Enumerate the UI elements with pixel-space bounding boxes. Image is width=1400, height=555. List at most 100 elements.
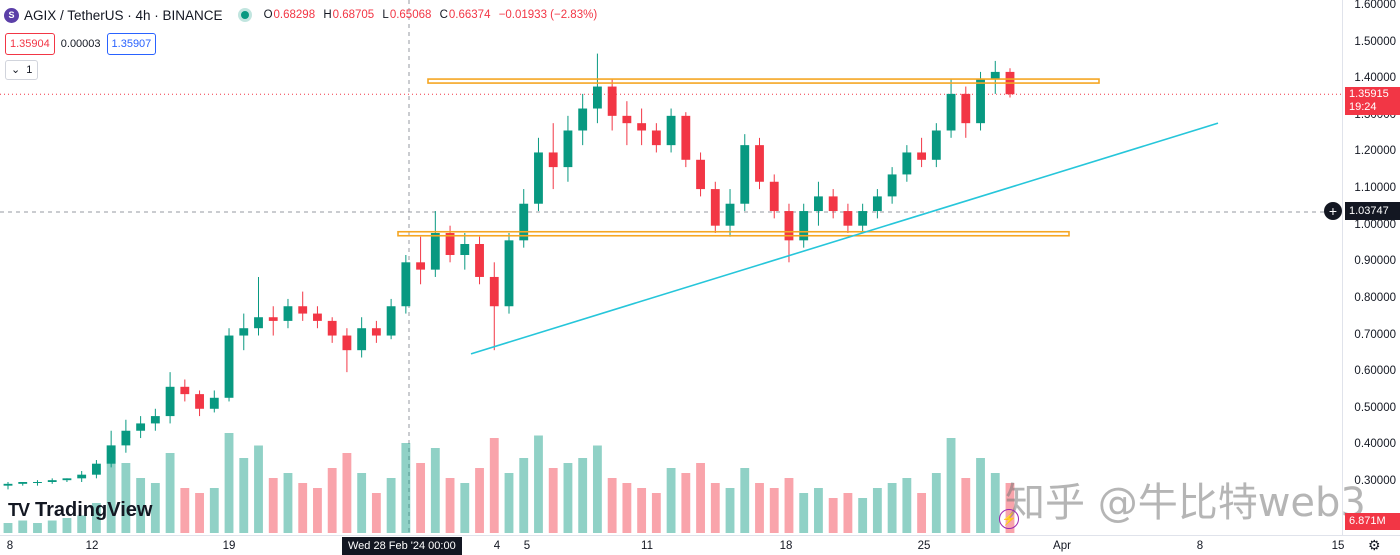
settings-gear-icon[interactable]: ⚙ xyxy=(1368,537,1381,553)
candle-body xyxy=(180,386,190,395)
volume-bar xyxy=(239,458,249,533)
time-axis-label: 5 xyxy=(523,540,531,552)
volume-bar xyxy=(563,463,573,533)
candle-body xyxy=(519,203,529,241)
price-axis-label: 0.70000 xyxy=(1354,328,1396,341)
volume-bar xyxy=(121,463,131,533)
volume-bar xyxy=(637,488,647,533)
bar-countdown: 19:24 xyxy=(1349,101,1377,113)
candle-body xyxy=(460,244,470,255)
time-axis-label: 4 xyxy=(493,540,501,552)
volume-bar xyxy=(3,523,13,533)
candle-body xyxy=(371,328,381,336)
symbol-title[interactable]: AGIX / TetherUS · 4h · BINANCE xyxy=(24,7,223,23)
volume-bar xyxy=(460,483,470,533)
volume-bar xyxy=(725,488,735,533)
candle-body xyxy=(637,123,647,131)
indicator-toggle-button[interactable]: ⌄ 1 xyxy=(5,60,39,80)
volume-bar xyxy=(887,483,897,533)
volume-bar xyxy=(917,493,927,533)
quote-row: 1.35904 0.00003 1.35907 xyxy=(5,33,157,55)
volume-bar xyxy=(91,503,101,533)
volume-bar xyxy=(976,458,985,533)
candle-body xyxy=(843,211,853,226)
volume-bar xyxy=(18,520,28,533)
volume-bar xyxy=(430,448,440,533)
volume-bar xyxy=(224,433,234,533)
last-price-tag: 1.35915 19:24 xyxy=(1345,87,1400,115)
volume-bar xyxy=(327,468,337,533)
tradingview-logo[interactable]: TV TradingView xyxy=(8,499,152,522)
candle-body xyxy=(563,130,573,168)
volume-bar xyxy=(475,468,484,533)
candle-body xyxy=(799,211,809,241)
volume-bar xyxy=(710,483,720,533)
volume-bar xyxy=(165,453,175,533)
time-axis-label: 11 xyxy=(641,540,653,552)
candle-body xyxy=(946,93,956,131)
volume-bar xyxy=(180,488,190,533)
time-axis-label: Apr xyxy=(1053,540,1071,552)
price-axis-label: 1.10000 xyxy=(1354,182,1396,195)
candle-body xyxy=(902,152,912,175)
volume-bar xyxy=(416,463,426,533)
time-axis-label: 19 xyxy=(222,540,236,552)
candle-body xyxy=(106,445,116,464)
price-axis-label: 0.40000 xyxy=(1354,438,1396,451)
volume-bar xyxy=(946,438,956,533)
add-alert-plus-icon[interactable]: + xyxy=(1324,202,1342,220)
volume-bar xyxy=(592,445,602,533)
volume-bar xyxy=(357,473,367,533)
candle-body xyxy=(47,480,57,482)
open-value: 0.68298 xyxy=(273,9,316,21)
candle-body xyxy=(917,152,927,160)
volume-bar xyxy=(578,458,588,533)
candle-body xyxy=(681,115,691,160)
volume-bar xyxy=(651,493,661,533)
volume-bar xyxy=(209,488,219,533)
spread-value: 0.00003 xyxy=(60,38,101,50)
time-axis-label: 12 xyxy=(85,540,99,552)
volume-bar xyxy=(150,483,160,533)
candle-body xyxy=(401,262,411,307)
candle-body xyxy=(150,416,160,424)
watermark: 知乎 @牛比特web3 xyxy=(1005,480,1366,526)
volume-bar xyxy=(681,473,691,533)
market-open-status-icon xyxy=(240,11,249,19)
candle-body xyxy=(430,233,440,270)
volume-bar xyxy=(342,453,352,533)
volume-bar xyxy=(504,473,514,533)
price-axis-label: 1.50000 xyxy=(1354,35,1396,48)
candle-body xyxy=(475,244,484,277)
lightning-icon[interactable]: ⚡ xyxy=(999,509,1019,529)
symbol-header[interactable]: S AGIX / TetherUS · 4h · BINANCE O0.6829… xyxy=(4,4,602,26)
volume-bar xyxy=(931,473,941,533)
candle-body xyxy=(489,276,499,307)
time-axis-label: 18 xyxy=(779,540,793,552)
buy-button[interactable]: 1.35907 xyxy=(106,33,157,55)
candle-body xyxy=(298,306,308,314)
time-axis-label: 15 xyxy=(1331,540,1345,552)
indicator-count: 1 xyxy=(26,64,33,76)
candle-body xyxy=(872,196,882,212)
volume-bar xyxy=(33,523,42,533)
candle-body xyxy=(313,313,322,321)
open-label: O xyxy=(263,9,273,21)
candle-body xyxy=(209,397,219,409)
volume-bar xyxy=(47,520,57,533)
price-axis-label: 1.00000 xyxy=(1354,218,1396,231)
volume-bar xyxy=(386,478,396,533)
volume-bar xyxy=(254,445,263,533)
sell-button[interactable]: 1.35904 xyxy=(5,33,55,55)
volume-bar xyxy=(799,493,809,533)
price-axis-label: 1.40000 xyxy=(1354,72,1396,85)
candle-body xyxy=(622,115,632,124)
time-axis-label: 8 xyxy=(1196,540,1204,552)
candle-body xyxy=(784,211,794,241)
change-value: −0.01933 (−2.83%) xyxy=(498,9,598,21)
candle-body xyxy=(828,196,838,212)
candle-body xyxy=(504,240,514,307)
candle-body xyxy=(755,145,764,182)
candle-body xyxy=(607,86,617,116)
